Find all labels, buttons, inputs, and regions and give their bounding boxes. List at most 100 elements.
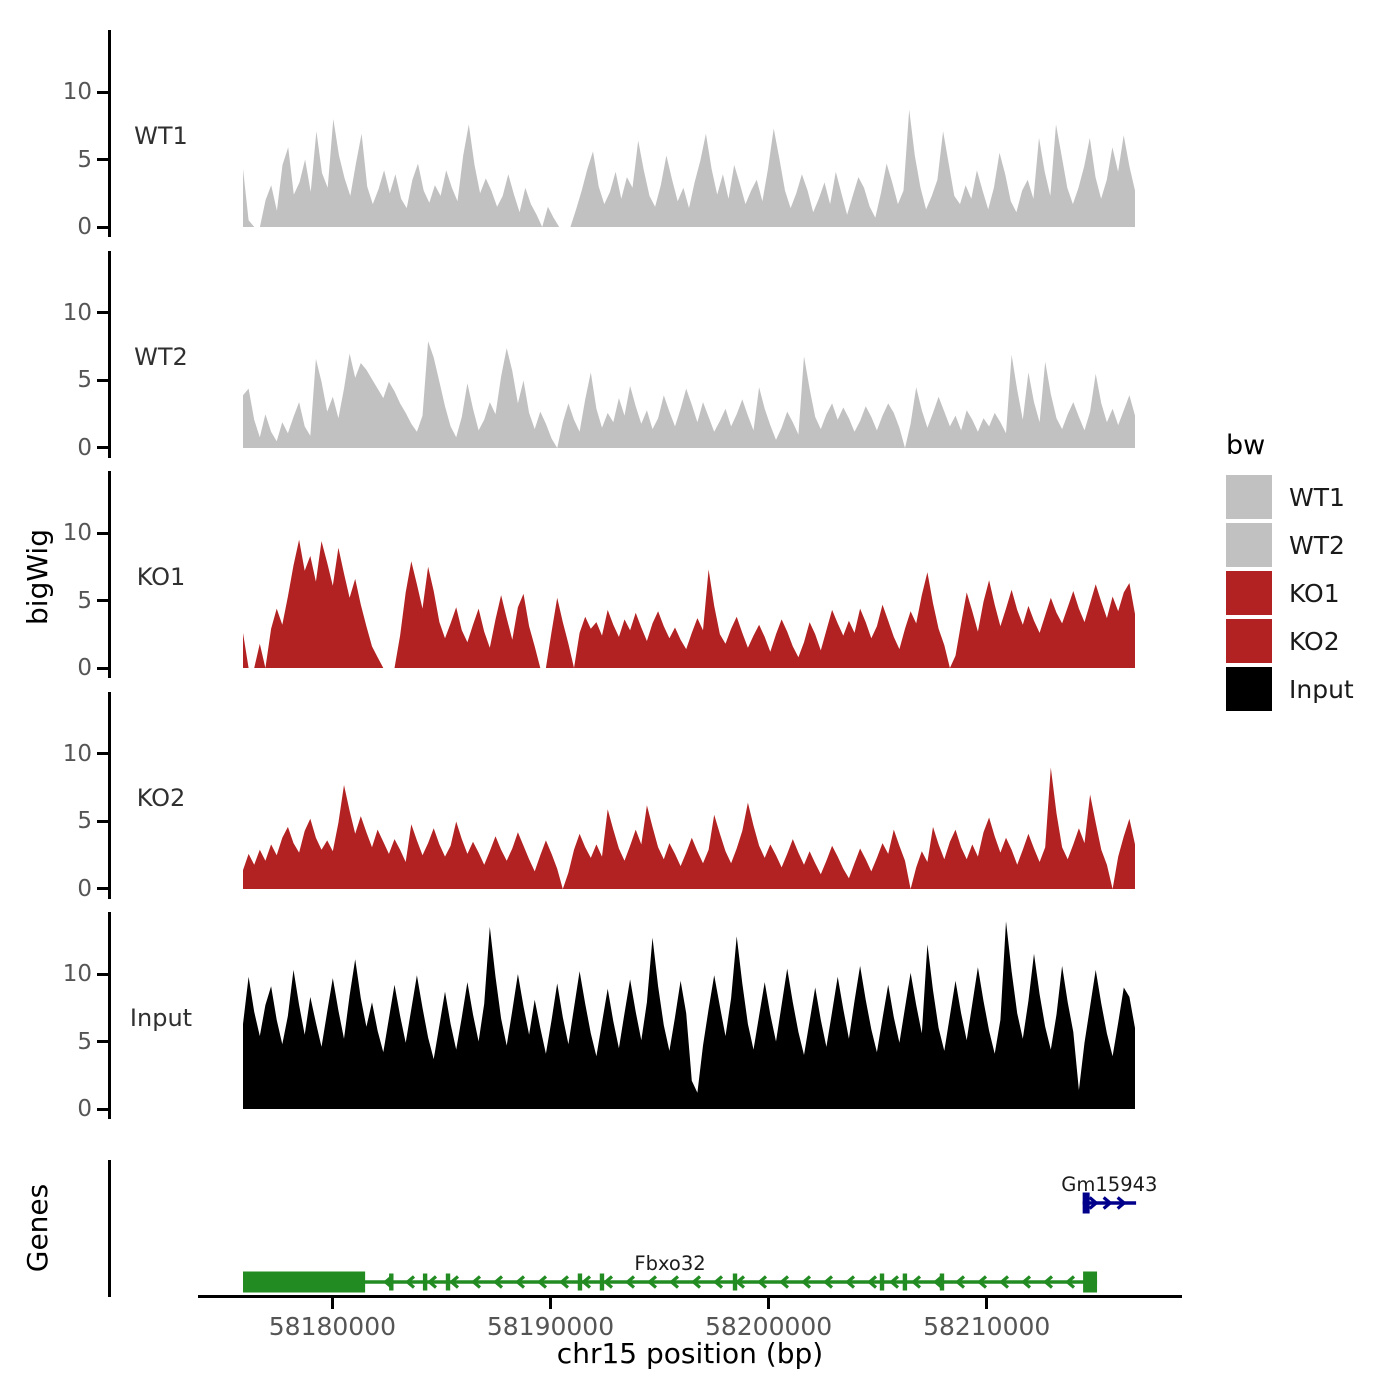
strand-arrow-icon xyxy=(581,1275,592,1289)
x-tick-label: 58190000 xyxy=(486,1312,615,1341)
strand-arrow-icon xyxy=(801,1275,812,1289)
track-name-label: Input xyxy=(129,1004,193,1032)
strand-arrow-icon xyxy=(515,1275,526,1289)
exon-tick xyxy=(939,1273,945,1291)
x-axis-title: chr15 position (bp) xyxy=(556,1337,824,1370)
strand-arrow-icon xyxy=(779,1275,790,1289)
y-tick-mark xyxy=(97,1040,109,1043)
coverage-area-input xyxy=(243,921,1135,1109)
exon-tick xyxy=(599,1273,605,1291)
y-tick-mark xyxy=(97,819,109,823)
y-tick-label: 10 xyxy=(62,299,92,326)
x-tick-mark xyxy=(549,1297,552,1309)
y-tick-label: 0 xyxy=(77,875,92,902)
legend-label: Input xyxy=(1289,674,1354,704)
exon-box xyxy=(1082,1192,1090,1214)
y-axis-title: bigWig xyxy=(21,529,54,625)
y-tick-mark xyxy=(97,90,109,94)
legend: bw WT1 WT2 KO1 KO2 Input xyxy=(1226,430,1354,715)
y-tick-mark xyxy=(97,311,109,314)
exon-tick xyxy=(422,1273,428,1291)
y-tick-label: 0 xyxy=(77,214,92,240)
x-axis-line xyxy=(198,1295,1182,1298)
y-tick-mark xyxy=(97,378,109,382)
strand-arrow-icon xyxy=(735,1275,746,1289)
gene-glyph-fbxo32: Fbxo32 xyxy=(243,1252,1098,1293)
x-tick-label: 58200000 xyxy=(704,1312,833,1341)
exon-tick xyxy=(389,1273,394,1291)
strand-arrow-icon xyxy=(691,1275,702,1289)
legend-label: WT2 xyxy=(1289,530,1345,560)
x-tick-label: 58210000 xyxy=(923,1312,1051,1341)
strand-arrow-icon xyxy=(1043,1275,1054,1289)
y-tick-label: 0 xyxy=(77,434,92,461)
legend-title: bw xyxy=(1226,430,1266,461)
legend-swatch-icon xyxy=(1226,523,1272,567)
y-tick-mark xyxy=(97,752,109,755)
legend-label: KO1 xyxy=(1289,578,1340,608)
legend-swatch-icon xyxy=(1226,667,1272,711)
legend-swatch-icon xyxy=(1226,571,1272,615)
x-tick-label: 58180000 xyxy=(268,1312,397,1341)
y-tick-mark xyxy=(97,887,109,890)
strand-arrow-icon xyxy=(427,1275,438,1289)
y-tick-label: 5 xyxy=(77,367,92,393)
strand-arrow-icon xyxy=(1065,1275,1076,1289)
gene-name-label: Fbxo32 xyxy=(634,1252,705,1275)
strand-arrow-icon xyxy=(999,1275,1010,1289)
legend-swatch-icon xyxy=(1226,475,1272,519)
strand-arrow-icon xyxy=(713,1275,724,1289)
y-tick-label: 10 xyxy=(62,740,92,767)
strand-arrow-icon xyxy=(537,1275,548,1289)
y-axis-line xyxy=(108,471,111,678)
y-tick-label: 10 xyxy=(62,520,92,546)
strand-arrow-icon xyxy=(1102,1196,1113,1210)
legend-label: WT1 xyxy=(1289,482,1345,512)
strand-arrow-icon xyxy=(867,1275,878,1289)
y-axis-line xyxy=(108,250,111,458)
strand-arrow-icon xyxy=(647,1275,658,1289)
exon-tick xyxy=(577,1273,583,1291)
strand-arrow-icon xyxy=(471,1275,482,1289)
y-tick-mark xyxy=(97,972,109,976)
legend-entry-ko2: KO2 xyxy=(1226,619,1354,663)
legend-entry-wt2: WT2 xyxy=(1226,523,1354,567)
legend-entry-input: Input xyxy=(1226,667,1354,711)
track-name-label: KO1 xyxy=(136,563,186,591)
y-tick-mark xyxy=(97,225,109,229)
y-tick-label: 0 xyxy=(77,1096,92,1122)
coverage-area-wt1 xyxy=(243,109,1135,227)
coverage-area-ko2 xyxy=(243,767,1135,889)
y-tick-label: 5 xyxy=(77,146,92,173)
y-tick-mark xyxy=(97,158,109,161)
y-tick-label: 5 xyxy=(77,808,92,834)
y-axis-line xyxy=(108,691,111,899)
legend-swatch-icon xyxy=(1226,619,1272,663)
genes-track: Gm15943 Fbxo32 xyxy=(243,1173,1157,1293)
y-tick-mark xyxy=(97,666,109,670)
coverage-polygon xyxy=(243,109,1135,227)
coverage-area-ko1 xyxy=(243,539,1135,668)
exon-tick xyxy=(732,1273,738,1291)
strand-arrow-icon xyxy=(1088,1196,1099,1210)
legend-label: KO2 xyxy=(1289,626,1340,656)
y-tick-mark xyxy=(97,531,109,535)
track-name-label: WT1 xyxy=(134,122,188,150)
strand-arrow-icon xyxy=(449,1275,460,1289)
gene-glyph-gm15943: Gm15943 xyxy=(1061,1173,1157,1214)
y-tick-label: 10 xyxy=(62,961,92,987)
y-tick-mark xyxy=(97,1107,109,1111)
coverage-area-wt2 xyxy=(243,340,1135,448)
x-tick-mark xyxy=(330,1297,334,1309)
y-tick-mark xyxy=(97,446,109,449)
exon-box xyxy=(243,1271,366,1293)
y-tick-label: 10 xyxy=(62,79,92,105)
legend-entries: WT1 WT2 KO1 KO2 Input xyxy=(1226,475,1354,711)
coverage-polygon xyxy=(243,340,1135,448)
y-tick-mark xyxy=(97,599,109,602)
exon-tick xyxy=(902,1273,908,1291)
coverage-polygon xyxy=(243,767,1135,889)
coverage-polygon xyxy=(243,539,1135,668)
strand-arrow-icon xyxy=(823,1275,834,1289)
